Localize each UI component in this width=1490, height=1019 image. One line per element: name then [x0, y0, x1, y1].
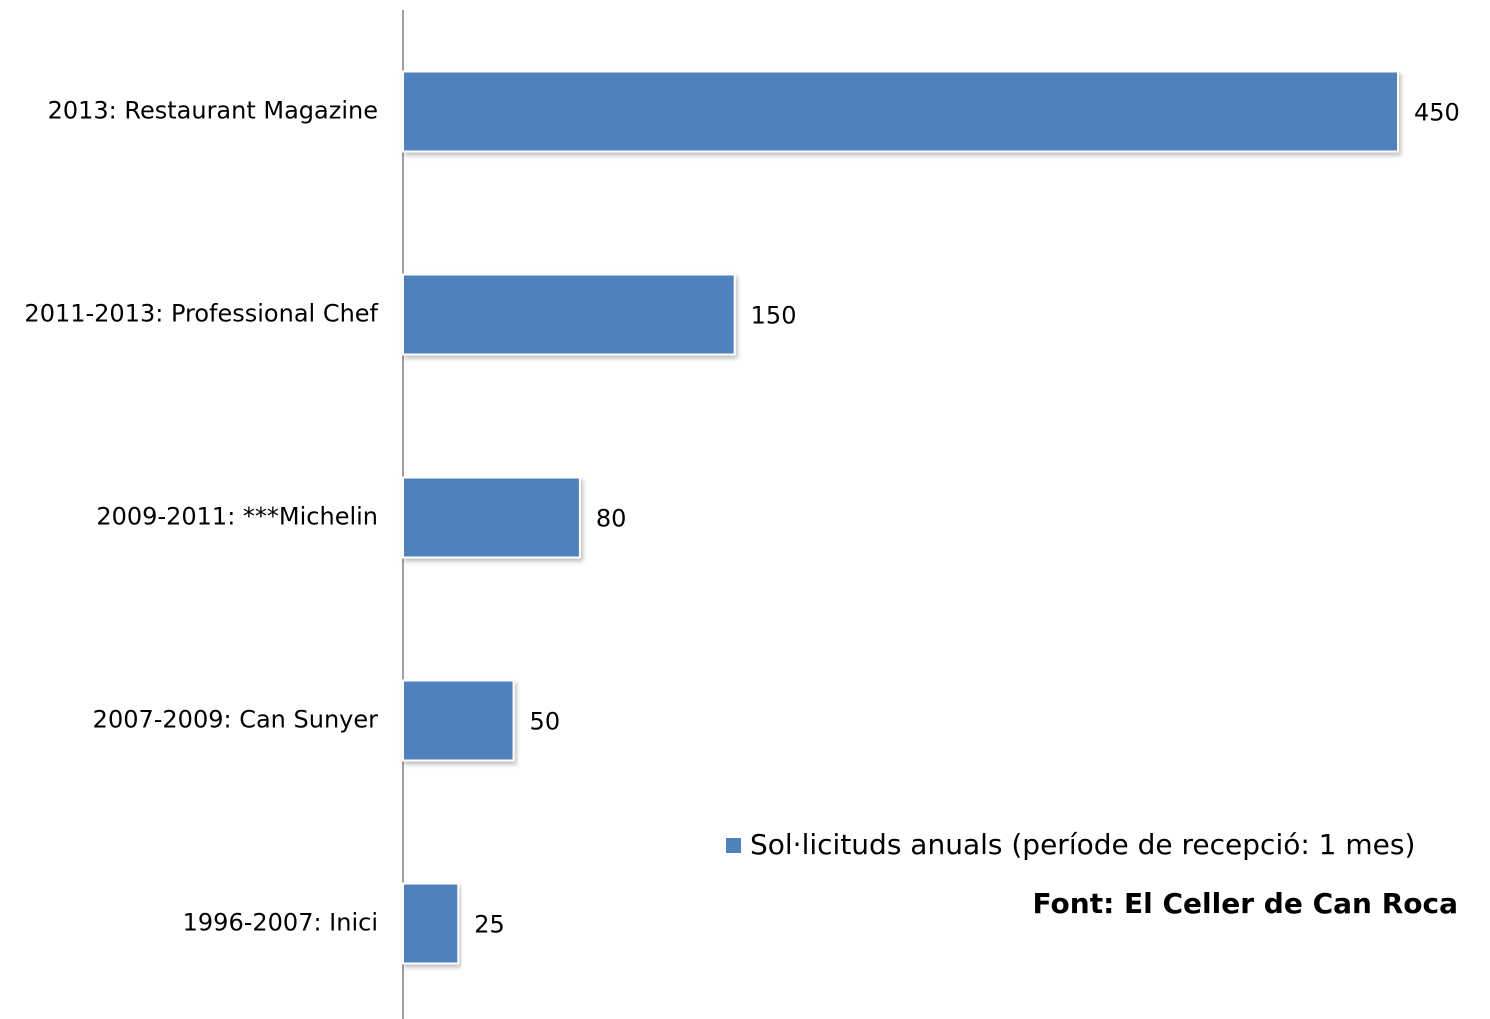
bar [402, 273, 736, 356]
value-label: 150 [751, 302, 797, 330]
bar [402, 882, 460, 965]
value-label: 50 [530, 708, 561, 736]
y-tick-label: 1996-2007: Inici [183, 909, 378, 937]
source-note: Font: El Celler de Can Roca [1033, 887, 1458, 920]
bar [402, 476, 581, 559]
legend-swatch [726, 838, 741, 853]
y-tick-label: 2013: Restaurant Magazine [48, 97, 378, 125]
y-tick-label: 2007-2009: Can Sunyer [93, 706, 378, 734]
bar [402, 679, 515, 762]
value-label: 450 [1414, 99, 1460, 127]
legend-label: Sol·licituds anuals (període de recepció… [750, 828, 1415, 861]
value-label: 80 [596, 505, 627, 533]
value-label: 25 [474, 911, 505, 939]
y-tick-label: 2011-2013: Professional Chef [24, 300, 378, 328]
bar [402, 70, 1399, 153]
y-tick-label: 2009-2011: ***Michelin [96, 503, 378, 531]
